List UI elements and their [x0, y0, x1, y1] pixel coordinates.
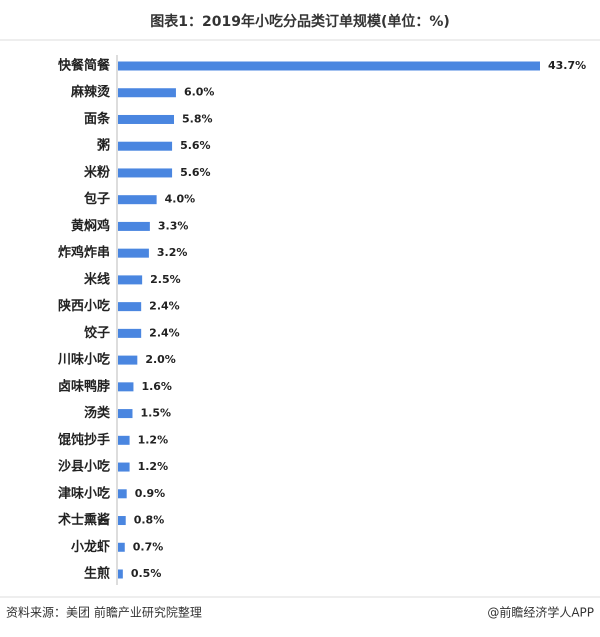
bar [118, 516, 126, 526]
value-label: 0.7% [133, 540, 164, 553]
bar [118, 409, 133, 419]
value-label: 2.4% [149, 300, 180, 313]
category-label: 馄饨抄手 [57, 432, 110, 448]
bar [118, 489, 127, 499]
category-label: 面条 [84, 111, 111, 127]
category-label: 米粉 [84, 164, 110, 180]
bar [118, 195, 157, 205]
bar [118, 302, 142, 312]
value-label: 1.6% [141, 380, 172, 393]
bar [118, 221, 150, 231]
bar [118, 542, 125, 552]
source: 资料来源：美团 前瞻产业研究院整理 [6, 605, 202, 620]
category-label: 快餐简餐 [58, 58, 111, 74]
bar [118, 328, 142, 338]
value-label: 2.0% [145, 353, 176, 366]
value-label: 0.5% [131, 567, 162, 580]
bar [118, 114, 175, 124]
category-label: 川味小吃 [57, 352, 110, 368]
category-label: 汤类 [84, 405, 111, 421]
value-label: 5.6% [180, 139, 211, 152]
bar [118, 88, 176, 98]
category-label: 沙县小吃 [58, 459, 110, 475]
category-label: 米线 [84, 271, 110, 287]
value-label: 4.0% [165, 193, 196, 206]
category-label: 饺子 [84, 325, 110, 341]
category-label: 生煎 [84, 566, 110, 582]
value-label: 2.5% [150, 273, 181, 286]
value-label: 1.2% [138, 433, 169, 446]
bar [118, 168, 173, 178]
value-label: 5.6% [180, 166, 211, 179]
value-label: 0.9% [135, 487, 166, 500]
credit: @前瞻经济学人APP [487, 605, 594, 620]
value-label: 1.5% [140, 407, 171, 420]
category-label: 术士熏酱 [57, 512, 110, 528]
category-label: 麻辣烫 [70, 84, 111, 100]
value-label: 2.4% [149, 326, 180, 339]
value-label: 6.0% [184, 86, 215, 99]
category-label: 卤味鸭脖 [58, 378, 110, 394]
bar [118, 248, 149, 258]
bar [118, 462, 130, 472]
category-label: 炸鸡炸串 [58, 245, 110, 261]
value-label: 43.7% [548, 59, 586, 72]
value-label: 3.3% [158, 219, 189, 232]
value-label: 1.2% [138, 460, 169, 473]
bar [118, 569, 123, 579]
value-label: 0.8% [134, 514, 165, 527]
category-label: 津味小吃 [58, 485, 110, 501]
value-label: 5.8% [182, 112, 213, 125]
bar [118, 61, 540, 71]
value-label: 3.2% [157, 246, 188, 259]
category-label: 黄焖鸡 [71, 218, 110, 234]
category-label: 粥 [97, 138, 110, 154]
bar [118, 435, 130, 445]
bar [118, 355, 138, 365]
bar [118, 141, 173, 151]
category-label: 陕西小吃 [58, 298, 110, 314]
category-label: 小龙虾 [71, 539, 110, 555]
bar [118, 382, 134, 392]
chart-title: 图表1：2019年小吃分品类订单规模(单位：%) [150, 13, 450, 30]
category-label: 包子 [84, 191, 110, 207]
bar [118, 275, 143, 285]
